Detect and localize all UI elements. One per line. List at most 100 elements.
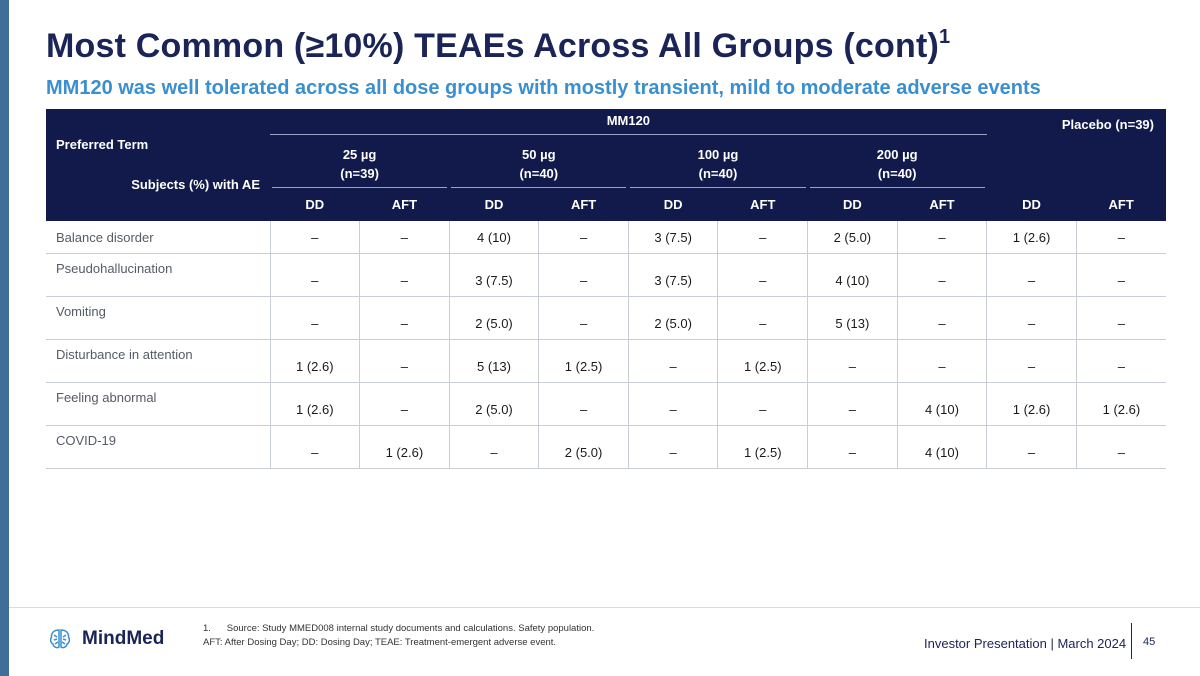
column-subheader: DD [449, 188, 539, 221]
value-cell: 5 (13) [448, 339, 539, 383]
footnote-source: 1. Source: Study MMED008 internal study … [203, 623, 595, 634]
title-footnote-marker: 1 [939, 26, 951, 48]
value-cell: – [359, 221, 450, 254]
value-cell: – [1075, 296, 1166, 340]
preferred-term-label: Preferred Term [56, 137, 149, 152]
value-cell: 4 (10) [807, 253, 898, 297]
table-row: Pseudohallucination – –3 (7.5) –3 (7.5) –4 (… [46, 253, 1166, 297]
table-row: Vomiting – –2 (5.0) –2 (5.0) –5 (13) – – – [46, 296, 1166, 340]
dose-group-header: 25 µg (n=39) [270, 139, 450, 188]
logo-text: MindMed [82, 628, 165, 649]
value-cell: – [986, 296, 1077, 340]
dose-sample-size: (n=40) [698, 166, 738, 181]
preferred-term-cell: Pseudohallucination [46, 253, 270, 297]
table-row: Disturbance in attention 1 (2.6) –5 (13) 1 … [46, 339, 1166, 383]
value-cell: – [717, 221, 808, 254]
value-cell: – [896, 253, 987, 297]
value-cell: 4 (10) [896, 382, 987, 426]
footer-separator [1131, 623, 1132, 659]
brain-logo-icon [49, 629, 71, 649]
preferred-term-cell: Vomiting [46, 296, 270, 340]
dose-group-label: 50 µg (n=40) [451, 139, 627, 188]
dose-amount: 25 µg [342, 147, 377, 162]
page-number: 45 [1143, 636, 1156, 648]
dose-sample-size: (n=39) [340, 166, 379, 181]
value-cell: – [269, 221, 360, 254]
column-subheader: AFT [538, 188, 629, 221]
placebo-group-header: Placebo (n=39) [986, 109, 1166, 188]
value-cell: – [627, 425, 718, 469]
value-cell: – [1075, 425, 1166, 469]
column-subheader: AFT [1076, 188, 1166, 221]
value-cell: 1 (2.6) [1075, 382, 1166, 426]
dose-sample-size: (n=40) [877, 166, 917, 181]
column-subheader: DD [628, 188, 718, 221]
value-cell: – [807, 425, 898, 469]
dose-group-header: 200 µg (n=40) [807, 139, 987, 188]
value-cell: – [1075, 253, 1166, 297]
value-cell: – [359, 253, 450, 297]
value-cell: 2 (5.0) [448, 296, 539, 340]
preferred-term-cell: Feeling abnormal [46, 382, 270, 426]
value-cell: 1 (2.6) [269, 339, 360, 383]
value-cell: – [269, 253, 360, 297]
value-cell: 1 (2.6) [986, 221, 1077, 254]
value-cell: 1 (2.6) [359, 425, 450, 469]
left-accent-bar [0, 0, 9, 676]
value-cell: – [986, 253, 1077, 297]
value-cell: – [1075, 339, 1166, 383]
value-cell: – [1075, 221, 1166, 254]
table-row: COVID-19–1 (2.6) –2 (5.0) –1 (2.5) –4 (10) –… [46, 425, 1166, 469]
value-cell: 1 (2.6) [986, 382, 1077, 426]
value-cell: 5 (13) [807, 296, 898, 340]
value-cell: – [627, 339, 718, 383]
value-cell: 3 (7.5) [627, 253, 718, 297]
value-cell: – [359, 339, 450, 383]
dose-amount: 200 µg [876, 147, 918, 162]
column-subheader: AFT [897, 188, 987, 221]
column-subheader: AFT [717, 188, 808, 221]
value-cell: 1 (2.5) [717, 425, 808, 469]
value-cell: 3 (7.5) [627, 221, 718, 254]
value-cell: 1 (2.5) [717, 339, 808, 383]
page-subtitle: MM120 was well tolerated across all dose… [46, 77, 1041, 99]
mm120-group-label: MM120 [270, 113, 987, 135]
value-cell: 2 (5.0) [538, 425, 629, 469]
dose-group-header: 50 µg (n=40) [449, 139, 629, 188]
mindmed-logo: MindMed [48, 627, 164, 651]
preferred-term-cell: COVID-19 [46, 425, 270, 469]
footnote-abbreviations: AFT: After Dosing Day; DD: Dosing Day; T… [203, 637, 557, 648]
value-cell: – [807, 382, 898, 426]
value-cell: – [717, 382, 808, 426]
page-title: Most Common (≥10%) TEAEs Across All Grou… [46, 26, 950, 66]
value-cell: – [627, 382, 718, 426]
preferred-term-header: Preferred Term Subjects (%) with AE [46, 109, 270, 221]
column-subheader: AFT [359, 188, 450, 221]
value-cell: – [807, 339, 898, 383]
value-cell: – [896, 339, 987, 383]
value-cell: – [359, 382, 450, 426]
value-cell: – [986, 425, 1077, 469]
value-cell: 2 (5.0) [448, 382, 539, 426]
column-subheader: DD [807, 188, 898, 221]
column-subheader: DD [270, 188, 360, 221]
dose-group-header: 100 µg (n=40) [628, 139, 808, 188]
value-cell: – [538, 382, 629, 426]
dose-amount: 50 µg [522, 147, 556, 162]
dose-group-label: 25 µg (n=39) [272, 139, 448, 188]
value-cell: – [986, 339, 1077, 383]
value-cell: – [269, 425, 360, 469]
value-cell: – [896, 221, 987, 254]
dose-amount: 100 µg [697, 147, 739, 162]
value-cell: 1 (2.5) [538, 339, 629, 383]
preferred-term-cell: Balance disorder [46, 221, 270, 254]
dose-sample-size: (n=40) [519, 166, 559, 181]
value-cell: – [717, 253, 808, 297]
mm120-group-header: MM120 [270, 109, 987, 139]
subjects-with-ae-label: Subjects (%) with AE [131, 177, 260, 192]
dose-group-label: 200 µg (n=40) [809, 139, 985, 188]
presentation-label: Investor Presentation | March 2024 [924, 636, 1127, 651]
footer-divider [9, 607, 1200, 608]
title-text: Most Common (≥10%) TEAEs Across All Grou… [46, 27, 940, 65]
column-subheader: DD [986, 188, 1077, 221]
